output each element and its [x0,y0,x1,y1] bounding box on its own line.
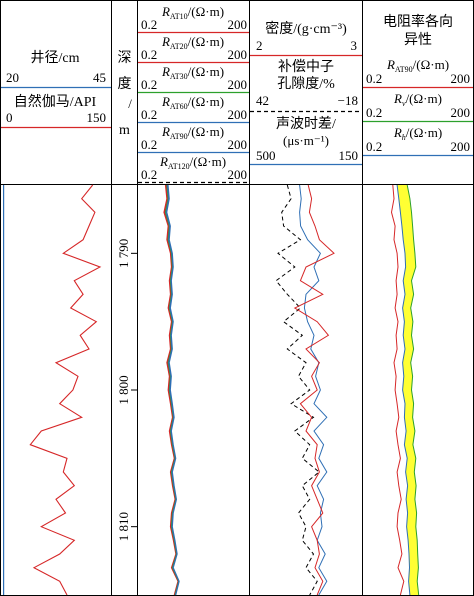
density-max: 3 [351,38,358,53]
caliper-min: 20 [6,70,19,85]
res-curve-min-1: 0.2 [141,47,157,62]
res-curve-title-at20: RAT20/(Ω·m) [161,34,224,51]
depth-label-1790: 1 790 [116,239,131,268]
rv-curve [406,184,420,596]
res-curve-max-4: 200 [228,137,248,152]
res-curve-title-at60: RAT60/(Ω·m) [161,94,224,111]
porosity-header: 密度/(g·cm⁻³) 2 3 补偿中子 孔隙度/% 42 −18 声波时差/ … [250,20,362,166]
sonic-title-1: 声波时差/ [276,116,336,132]
aniso-curve-max-0: 200 [451,71,471,86]
neutron-title-2: 孔隙度/% [277,76,335,92]
density-curve [293,184,335,596]
rat90-aniso-curve [390,184,405,596]
res-curve-max-0: 200 [228,17,248,32]
anisotropy-header: 电阻率各向 异性 RAT90/(Ω·m) 0.2 200 Rv/(Ω·m) 0.2 200… [363,13,473,157]
density-title: 密度/(g·cm⁻³) [265,20,347,37]
aniso-curve-max-2: 200 [451,139,471,154]
res-curve-min-5: 0.2 [141,167,157,182]
res-curve-title-at90: RAT90/(Ω·m) [161,124,224,141]
caliper-max: 45 [93,70,106,85]
res-curve-max-5: 200 [228,167,248,182]
depth-title-char-2: / [128,96,132,111]
aniso-curve-max-1: 200 [451,105,471,120]
anisotropy-fill [397,185,419,595]
caliper-title: 井径/cm [31,50,80,66]
neutron-title-1: 补偿中子 [278,59,334,75]
depth-title-char-1: 度 [118,76,132,92]
res-curve-min-2: 0.2 [141,77,157,92]
gr-curve [29,184,102,596]
res-curve-title-at30: RAT30/(Ω·m) [161,64,224,81]
depth-label-1810: 1 810 [116,512,131,541]
aniso-curve-min-0: 0.2 [366,71,382,86]
res-curve-min-3: 0.2 [141,107,157,122]
neutron-curve [275,184,320,596]
rh-curve [396,184,411,596]
res-curve-r-at90 [166,184,180,596]
aniso-curve-title-at90: RAT90/(Ω·m) [386,57,449,74]
res-curve-title-at120: RAT120/(Ω·m) [159,154,226,171]
gr-max: 150 [87,110,107,125]
res-curve-min-4: 0.2 [141,137,157,152]
res-curve-title-at10: RAT10/(Ω·m) [161,4,224,21]
neutron-min: 42 [256,93,269,108]
sonic-title-2: (μs·m⁻¹) [283,133,329,148]
res-curve-max-3: 200 [228,107,248,122]
aniso-curve-title-v: Rv/(Ω·m) [393,91,442,108]
sonic-max: 150 [339,148,359,163]
anisotropy-title-1: 电阻率各向 [383,13,453,30]
gr-title: 自然伽马/API [14,93,97,110]
aniso-curve-title-h: Rh/(Ω·m) [393,125,442,142]
aniso-curve-min-2: 0.2 [366,139,382,154]
depth-title-char-0: 深 [118,50,132,66]
depth-label-1800: 1 800 [116,375,131,404]
depth-title-char-3: m [119,123,130,138]
res-curve-min-0: 0.2 [141,17,157,32]
sonic-curve [299,184,328,596]
resistivity-header: RAT10/(Ω·m) 0.2 200 RAT20/(Ω·m) 0.2 200 RAT30/… [138,4,249,184]
plot-area: 1 790 1 800 1 810 [3,184,420,596]
depth-header: 深 度 / m [118,50,133,138]
neutron-max: −18 [338,93,358,108]
res-curve-max-1: 200 [228,47,248,62]
density-min: 2 [256,38,263,53]
caliper-header: 井径/cm 20 45 自然伽马/API 0 150 [1,50,111,129]
sonic-min: 500 [256,148,276,163]
gr-min: 0 [6,110,13,125]
aniso-curve-min-1: 0.2 [366,105,382,120]
anisotropy-title-2: 异性 [404,32,432,48]
res-curve-max-2: 200 [228,77,248,92]
